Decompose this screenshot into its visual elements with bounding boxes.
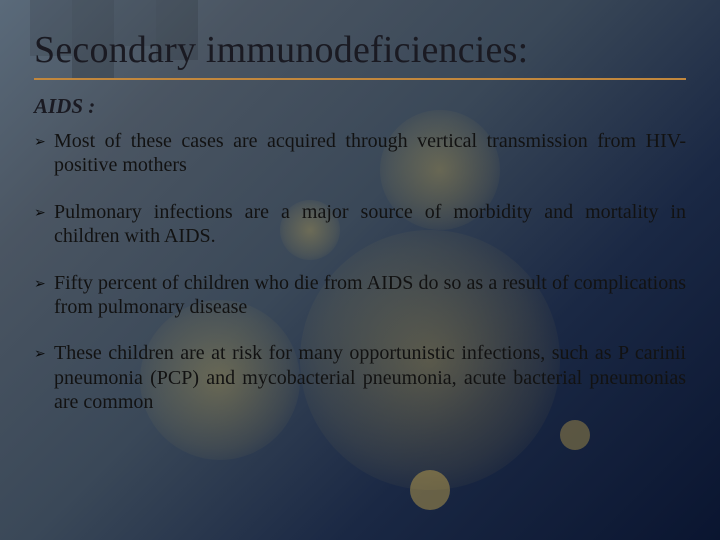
bullet-marker-icon: ➢ [34, 200, 54, 227]
bullet-text: Most of these cases are acquired through… [54, 129, 686, 178]
bullet-marker-icon: ➢ [34, 129, 54, 156]
bullet-item: ➢ Most of these cases are acquired throu… [34, 129, 686, 178]
bullet-text: Fifty percent of children who die from A… [54, 271, 686, 320]
bullet-marker-icon: ➢ [34, 271, 54, 298]
bullet-text: Pulmonary infections are a major source … [54, 200, 686, 249]
bullet-item: ➢ Pulmonary infections are a major sourc… [34, 200, 686, 249]
title-underline [34, 78, 686, 80]
slide-subtitle: AIDS : [34, 94, 686, 119]
bullet-text: These children are at risk for many oppo… [54, 341, 686, 414]
bullet-marker-icon: ➢ [34, 341, 54, 368]
slide-title: Secondary immunodeficiencies: [34, 28, 686, 72]
bullet-item: ➢ These children are at risk for many op… [34, 341, 686, 414]
bullet-item: ➢ Fifty percent of children who die from… [34, 271, 686, 320]
bullet-list: ➢ Most of these cases are acquired throu… [34, 129, 686, 415]
slide: Secondary immunodeficiencies: AIDS : ➢ M… [0, 0, 720, 540]
